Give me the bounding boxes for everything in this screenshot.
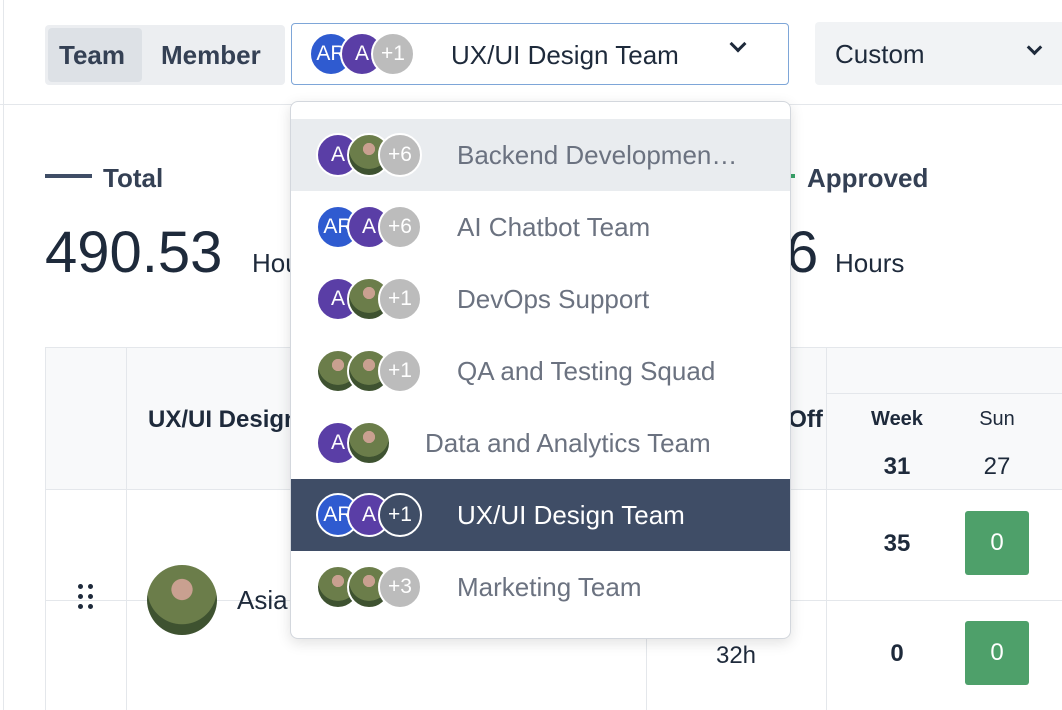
avatar: +1 [371,32,415,76]
dropdown-item-label[interactable]: Backend Developmen… [457,140,738,170]
chevron [1026,39,1043,56]
tab-active[interactable] [48,28,142,82]
dropdown-item-label[interactable]: UX/UI Design Team [457,500,685,530]
avatar: +6 [378,133,422,177]
avatar: +1 [378,349,422,393]
dropdown-item-label[interactable]: QA and Testing Squad [457,356,716,386]
cell: 35 [883,530,911,557]
summary-label: Approved [807,163,929,193]
header-value: 31 [883,453,911,480]
team-select-label[interactable]: UX/UI Design Team [451,40,679,70]
dropdown-item[interactable]: AR A +6 AI Chatbot Team [291,191,790,263]
dropdown-item[interactable]: A +1 DevOps Support [291,263,790,335]
hours-input[interactable]: 0 [965,511,1029,575]
summary-value: 6 [786,220,819,285]
dropdown-item[interactable]: A Data and Analytics Team [291,407,790,479]
dot [78,604,83,609]
time-off: 32h [715,642,757,669]
segmented-control: Team Member [45,25,285,85]
team-select[interactable]: AR A +1 UX/UI Design Team [291,23,789,85]
member-avatar [147,565,217,635]
dot [78,584,83,589]
hours-value[interactable]: 0 [990,639,1004,666]
period-select[interactable]: Custom [815,22,1062,85]
dropdown-item-label[interactable]: DevOps Support [457,284,650,314]
dropdown-item[interactable]: +1 QA and Testing Squad [291,335,790,407]
avatar [347,421,391,465]
tab-label[interactable]: Team [59,40,125,70]
dropdown-item[interactable]: AR A +1 UX/UI Design Team [291,479,790,551]
tab-label[interactable]: Member [161,40,261,70]
dropdown-item-label[interactable]: Data and Analytics Team [425,428,711,458]
dropdown-item[interactable]: +3 Marketing Team [291,551,790,623]
hours-input[interactable]: 0 [965,621,1029,685]
dot [78,594,83,599]
column-divider [126,348,127,710]
header-cell: Sun [979,408,1015,430]
dropdown-item[interactable]: A +6 Backend Developmen… [291,119,790,191]
period-label[interactable]: Custom [835,39,925,69]
drag-handle[interactable] [78,584,94,614]
column-divider [826,348,827,710]
dropdown-item-label[interactable]: Marketing Team [457,572,642,602]
cell: 0 [890,640,904,667]
dot [88,584,93,589]
team-dropdown: A +6 Backend Developmen… AR A +6 AI Chatbot Te… [290,101,791,639]
avatar: +1 [378,277,422,321]
header-value: 27 [983,453,1011,480]
chevron [729,35,747,53]
dropdown-item-label[interactable]: AI Chatbot Team [457,212,651,242]
left-divider [3,0,4,710]
avatar: +3 [378,565,422,609]
avatar: +6 [378,205,422,249]
dot [88,604,93,609]
legend-line [45,174,92,178]
header-cell: Week [871,408,923,430]
avatar: +1 [378,493,422,537]
summary-unit: Hours [835,248,905,278]
row-divider [826,393,1062,394]
summary-value: 490.53 [45,220,223,285]
summary-label: Total [103,163,164,193]
member-name: Asia [237,585,288,615]
hours-value[interactable]: 0 [990,529,1004,556]
dot [88,594,93,599]
